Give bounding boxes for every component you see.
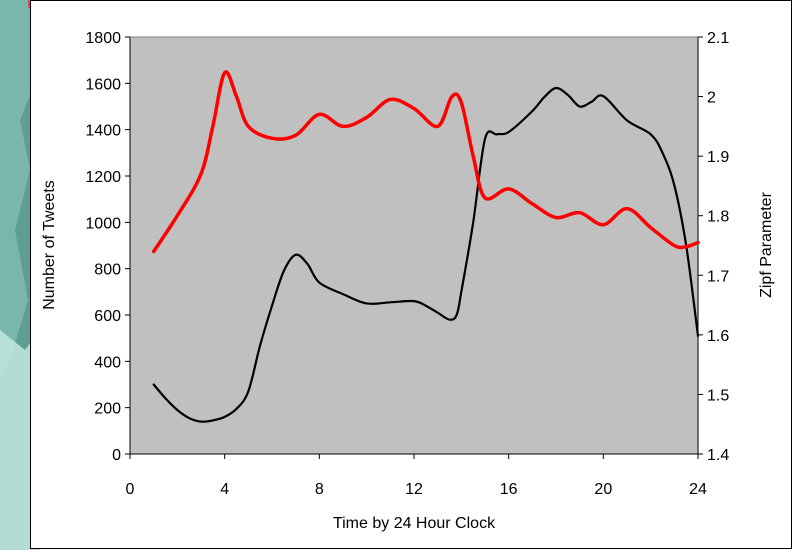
y-left-tick-label: 200 bbox=[94, 401, 121, 418]
y-left-tick-label: 1200 bbox=[85, 169, 121, 186]
x-tick-label: 24 bbox=[689, 481, 707, 498]
y-left-tick-label: 1800 bbox=[85, 30, 121, 47]
y-right-tick-label: 1.4 bbox=[707, 447, 729, 464]
y-left-tick-label: 1000 bbox=[85, 215, 121, 232]
x-tick-label: 8 bbox=[315, 481, 324, 498]
y-right-tick-label: 1.6 bbox=[707, 328, 729, 345]
y-right-tick-label: 1.9 bbox=[707, 149, 729, 166]
y-right-tick-label: 2 bbox=[707, 90, 716, 107]
x-tick-label: 12 bbox=[405, 481, 423, 498]
y-left-tick-label: 0 bbox=[112, 447, 121, 464]
y-left-tick-label: 800 bbox=[94, 262, 121, 279]
y-left-tick-label: 1600 bbox=[85, 76, 121, 93]
series-layer bbox=[151, 70, 700, 423]
y-right-tick-label: 1.7 bbox=[707, 268, 729, 285]
x-tick-label: 16 bbox=[500, 481, 518, 498]
x-tick-label: 20 bbox=[594, 481, 612, 498]
y-right-tick-label: 1.8 bbox=[707, 209, 729, 226]
number-of-tweets-line bbox=[152, 86, 700, 423]
y-left-tick-label: 400 bbox=[94, 354, 121, 371]
x-axis-label: Time by 24 Hour Clock bbox=[333, 515, 496, 532]
zipf-parameter-line bbox=[151, 70, 700, 254]
y-right-tick-label: 2.1 bbox=[707, 30, 729, 47]
y-left-axis-label: Number of Tweets bbox=[41, 180, 58, 310]
y-right-tick-label: 1.5 bbox=[707, 387, 729, 404]
axis-ticks: 0 4 8 12 16 20 24 0 200 400 600 800 1000 1200 1400 1600… bbox=[85, 30, 729, 498]
x-tick-label: 4 bbox=[220, 481, 229, 498]
x-tick-label: 0 bbox=[126, 481, 135, 498]
y-right-axis-label: Zipf Parameter bbox=[758, 191, 775, 297]
plot-area bbox=[129, 36, 699, 455]
y-left-tick-label: 1400 bbox=[85, 123, 121, 140]
y-left-tick-label: 600 bbox=[94, 308, 121, 325]
